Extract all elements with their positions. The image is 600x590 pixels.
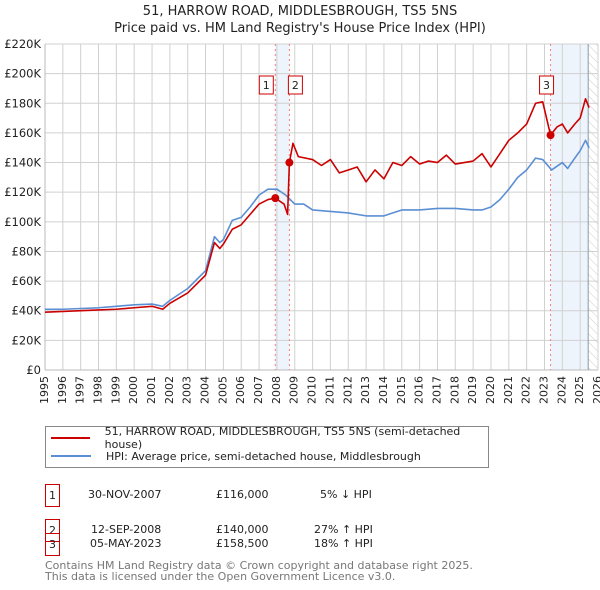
sale-label: 2: [292, 79, 299, 92]
sale-price: £116,000: [216, 488, 269, 501]
x-tick-label: 2003: [181, 376, 194, 404]
legend-swatch-hpi: [51, 455, 91, 457]
x-tick-label: 2005: [216, 376, 229, 404]
y-tick-label: £200K: [4, 67, 41, 81]
sale-marker-badge: 2: [45, 519, 60, 542]
x-tick-label: 2001: [145, 376, 158, 404]
y-tick-label: £100K: [4, 215, 41, 229]
sale-point: [546, 131, 555, 140]
x-tick-label: 1997: [74, 376, 87, 404]
x-tick-label: 2022: [520, 376, 533, 404]
x-tick-label: 2019: [466, 376, 479, 404]
shaded-period: [275, 44, 290, 370]
y-tick-label: £180K: [4, 96, 41, 110]
x-tick-label: 2021: [502, 376, 515, 404]
y-tick-label: £20K: [12, 333, 42, 347]
legend: 51, HARROW ROAD, MIDDLESBROUGH, TS5 5NS …: [45, 425, 489, 468]
sale-date: 05-MAY-2023: [90, 537, 162, 550]
y-tick-label: £60K: [12, 274, 42, 288]
x-tick-label: 2018: [448, 376, 461, 404]
chart-title: 51, HARROW ROAD, MIDDLESBROUGH, TS5 5NS: [142, 4, 458, 19]
x-tick-label: 2008: [270, 376, 283, 404]
x-tick-label: 2011: [323, 376, 336, 404]
shaded-period: [550, 44, 589, 370]
footer-copyright: Contains HM Land Registry data © Crown c…: [45, 559, 473, 572]
price-paid-line: [44, 98, 590, 314]
x-tick-label: 1999: [109, 376, 122, 404]
sale-point: [285, 158, 294, 167]
sale-label-box: [258, 75, 274, 95]
sale-hpi-diff: 5% ↓ HPI: [320, 488, 372, 501]
x-tick-label: 1996: [56, 376, 69, 404]
x-tick-label: 2007: [252, 376, 265, 404]
legend-label-property: 51, HARROW ROAD, MIDDLESBROUGH, TS5 5NS …: [104, 425, 461, 451]
sale-marker-badge: 3: [45, 533, 60, 556]
x-tick-label: 2017: [430, 376, 443, 404]
x-tick-label: 2000: [127, 376, 140, 404]
x-tick-label: 2023: [537, 376, 550, 404]
footer-licence: This data is licensed under the Open Gov…: [45, 570, 396, 583]
legend-label-hpi: HPI: Average price, semi-detached house,…: [106, 449, 421, 463]
sale-price: £140,000: [216, 523, 269, 536]
x-tick-label: 2002: [163, 376, 176, 404]
y-tick-label: £220K: [4, 37, 41, 51]
legend-swatch-property: [51, 437, 90, 439]
x-tick-label: 2025: [573, 376, 586, 404]
x-tick-label: 2015: [395, 376, 408, 404]
sale-date: 12-SEP-2008: [91, 523, 162, 536]
chart-subtitle: Price paid vs. HM Land Registry's House …: [114, 21, 486, 36]
x-tick-label: 2024: [555, 376, 568, 404]
x-tick-label: 2004: [199, 376, 212, 404]
sale-hpi-diff: 18% ↑ HPI: [314, 537, 373, 550]
y-tick-label: £0: [26, 363, 41, 377]
plot-area: 1995 1996 1997 1998 1999 2000 2001 2002 2003 2004…: [4, 37, 600, 404]
x-tick-label: 2012: [341, 376, 354, 404]
x-tick-label: 2020: [484, 376, 497, 404]
x-tick-label: 1995: [38, 376, 51, 404]
sale-label: 1: [263, 79, 270, 92]
x-tick-label: 2013: [359, 376, 372, 404]
sale-label-box: [287, 75, 303, 95]
y-tick-label: £40K: [12, 304, 42, 318]
y-tick-label: £140K: [4, 156, 41, 170]
y-tick-label: £160K: [4, 126, 41, 140]
sale-label: 3: [543, 79, 550, 92]
sale-date: 30-NOV-2007: [88, 488, 162, 501]
sale-price: £158,500: [216, 537, 269, 550]
x-tick-label: 2026: [591, 376, 600, 404]
sale-hpi-diff: 27% ↑ HPI: [314, 523, 373, 536]
y-tick-label: £80K: [12, 244, 42, 258]
y-tick-label: £120K: [4, 185, 41, 199]
sale-row: 1 30-NOV-2007 £116,000 5% ↓ HPI: [45, 484, 445, 507]
sale-label-box: [539, 75, 555, 95]
x-tick-label: 2014: [377, 376, 390, 404]
sale-point: [271, 194, 280, 203]
sale-marker-badge: 1: [45, 484, 60, 507]
sale-row: 3 05-MAY-2023 £158,500 18% ↑ HPI: [45, 533, 445, 575]
footer: Contains HM Land Registry data © Crown c…: [45, 560, 473, 582]
hpi-line: [45, 139, 590, 311]
x-tick-label: 2006: [234, 376, 247, 404]
sale-row: 2 12-SEP-2008 £140,000 27% ↑ HPI: [45, 519, 445, 542]
x-tick-label: 2010: [306, 376, 319, 404]
forecast-hatch: [588, 44, 598, 370]
x-tick-label: 1998: [92, 376, 105, 404]
x-tick-label: 2009: [288, 376, 301, 404]
x-tick-label: 2016: [413, 376, 426, 404]
